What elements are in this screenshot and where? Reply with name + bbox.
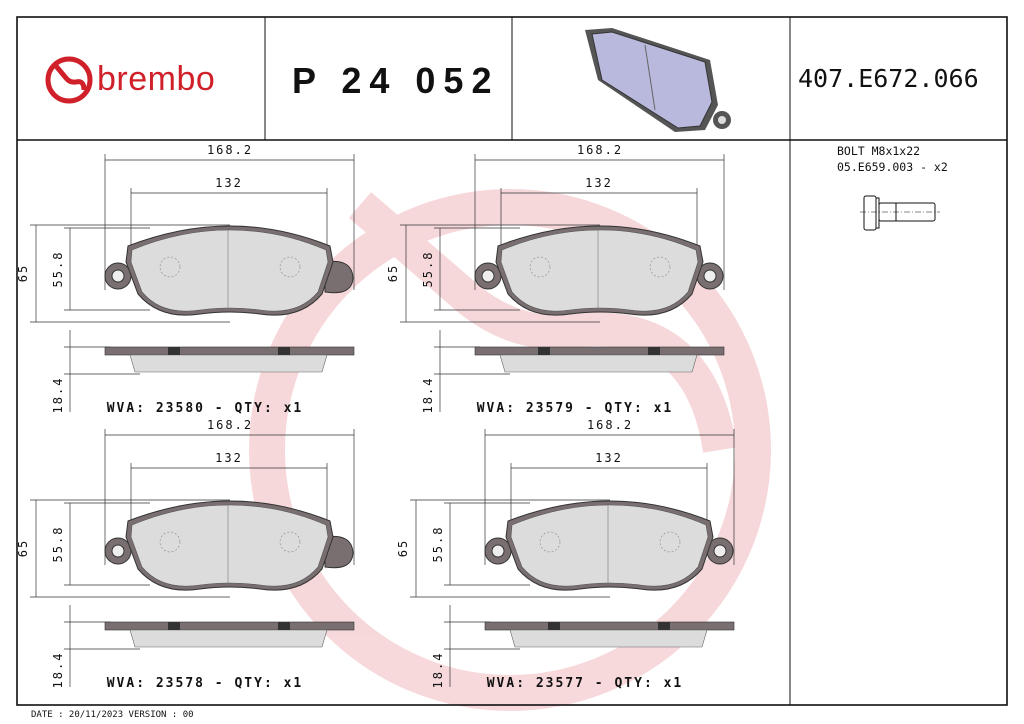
hidden-circle [529,256,551,278]
wva-qty-label: WVA: 23580 - QTY: x1 [107,401,304,416]
drawing-frame [16,16,1008,706]
hidden-circle [159,531,181,553]
side-rivet [168,347,180,355]
brake-pad-drawing: 168.2 132 65 55.8 18.4 WVA: 23579 - QTY: x1 [386,143,725,416]
wva-qty-label: WVA: 23578 - QTY: x1 [107,676,304,691]
mounting-hole [491,544,505,558]
bolt-part-qty: 05.E659.003 - x2 [837,160,948,174]
side-backplate [484,621,735,631]
side-rivet [548,622,560,630]
friction-material [500,229,699,312]
side-friction [509,629,708,648]
side-friction [499,354,698,373]
brembo-logo-icon [45,56,93,104]
brand-logo-text: brembo [97,60,216,98]
side-rivet [648,347,660,355]
dimension-width-total: 168.2 [207,143,253,157]
side-friction [129,629,328,648]
side-backplate [474,346,725,356]
dimension-height-inner: 55.8 [51,251,65,288]
dimension-height-total: 65 [396,539,410,557]
dimension-height-inner: 55.8 [51,526,65,563]
dimension-width-inner: 132 [595,451,623,465]
side-friction [129,354,328,373]
part-number: P 24 052 [292,60,500,101]
dimension-width-inner: 132 [585,176,613,190]
mounting-hole [481,269,495,283]
friction-material [510,504,709,587]
bolt-icon [860,195,940,231]
dimension-thickness: 18.4 [431,652,445,689]
dimension-height-total: 65 [16,539,30,557]
mounting-hole [713,544,727,558]
hidden-circle [159,256,181,278]
dimension-width-total: 168.2 [577,143,623,157]
dimension-height-inner: 55.8 [431,526,445,563]
pad-3d-illustration [585,28,731,132]
side-backplate [104,346,355,356]
dimension-width-inner: 132 [215,451,243,465]
hidden-circle [279,531,301,553]
brake-pad-drawing: 168.2 132 65 55.8 18.4 WVA: 23577 - QTY: x1 [396,418,735,691]
brake-pad-drawing: 168.2 132 65 55.8 18.4 WVA: 23578 - QTY: x1 [16,418,355,691]
right-ear [324,260,354,294]
dimension-thickness: 18.4 [51,377,65,414]
hidden-circle [649,256,671,278]
side-backplate [104,621,355,631]
bolt-spec: BOLT M8x1x22 [837,144,921,158]
hidden-circle [539,531,561,553]
side-rivet [278,347,290,355]
mounting-hole [111,269,125,283]
side-rivet [168,622,180,630]
dimension-height-inner: 55.8 [421,251,435,288]
dimension-width-total: 168.2 [587,418,633,432]
right-ear [324,535,354,569]
mounting-hole [111,544,125,558]
dimension-height-total: 65 [16,264,30,282]
dimension-thickness: 18.4 [421,377,435,414]
wva-qty-label: WVA: 23579 - QTY: x1 [477,401,674,416]
friction-material [130,504,329,587]
side-rivet [658,622,670,630]
footer-date-version: DATE : 20/11/2023 VERSION : 00 [31,710,194,720]
dimension-height-total: 65 [386,264,400,282]
reference-code: 407.E672.066 [798,64,979,93]
side-rivet [538,347,550,355]
dimension-width-total: 168.2 [207,418,253,432]
mounting-hole [703,269,717,283]
side-rivet [278,622,290,630]
hidden-circle [279,256,301,278]
friction-material [130,229,329,312]
dimension-thickness: 18.4 [51,652,65,689]
hidden-circle [659,531,681,553]
wva-qty-label: WVA: 23577 - QTY: x1 [487,676,684,691]
dimension-width-inner: 132 [215,176,243,190]
brembo-watermark [249,189,771,711]
brake-pad-drawing: 168.2 132 65 55.8 18.4 WVA: 23580 - QTY: x1 [16,143,355,416]
